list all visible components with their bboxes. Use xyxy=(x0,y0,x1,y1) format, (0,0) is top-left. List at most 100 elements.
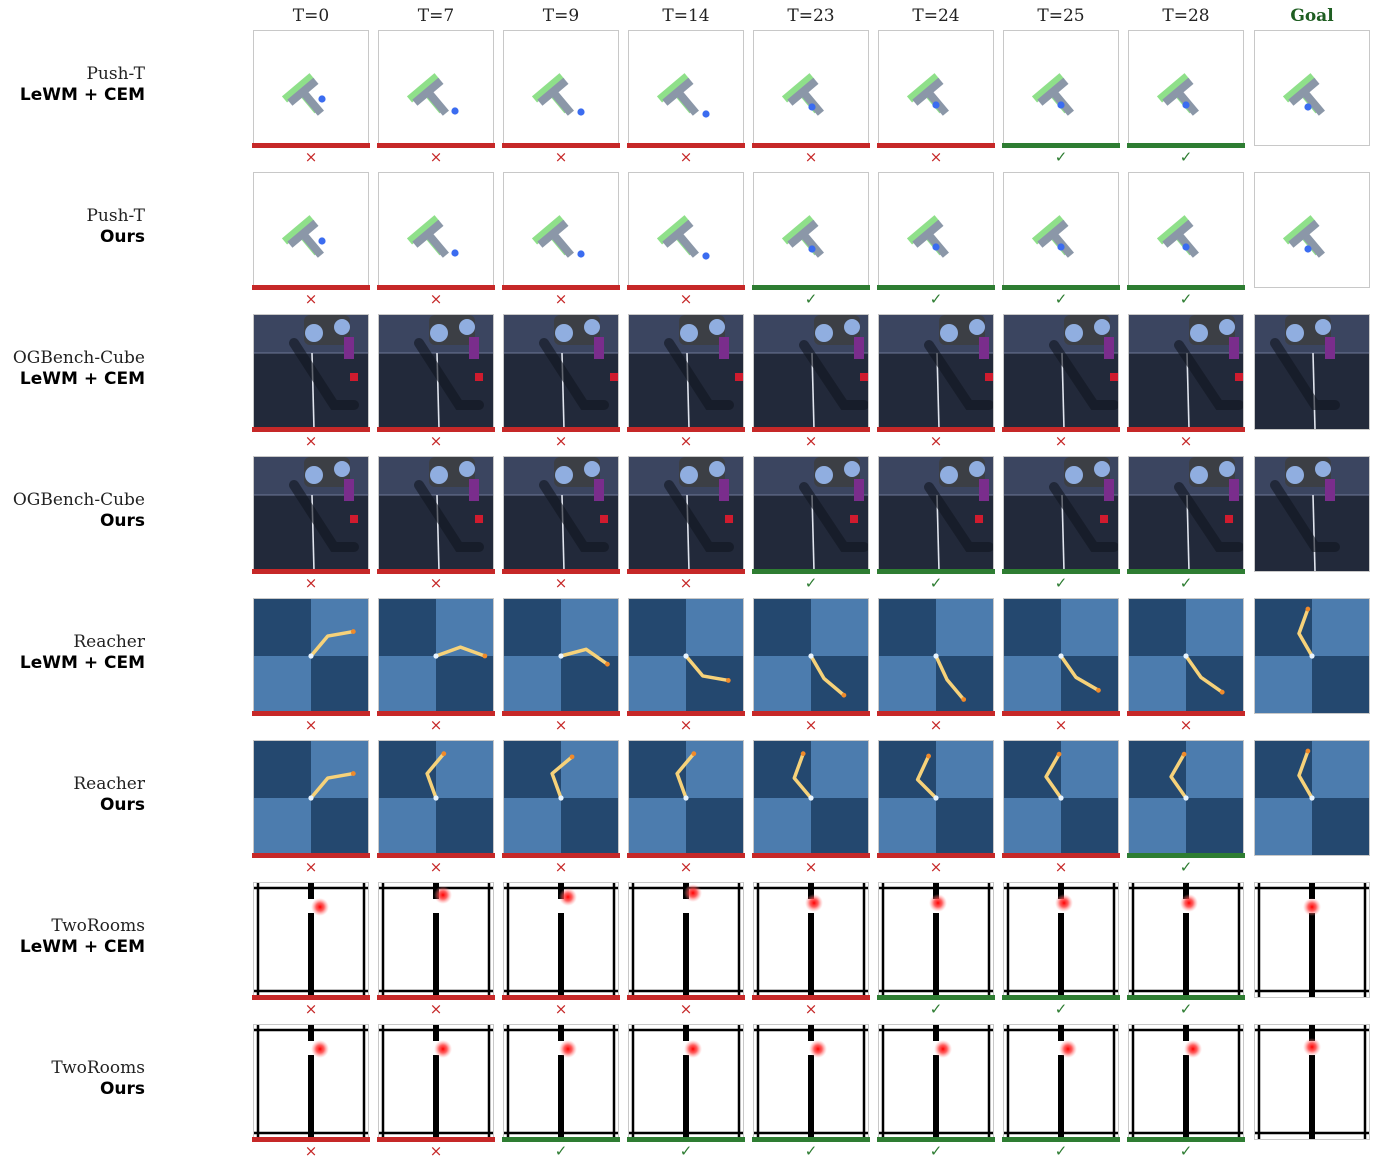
checkmark-icon: ✓ xyxy=(1179,1000,1193,1018)
failure-status-bar xyxy=(377,1137,495,1142)
cross-icon: × xyxy=(554,290,568,308)
method-name: Ours xyxy=(99,795,145,815)
success-status-bar xyxy=(1127,995,1245,1000)
pusht-frame-image xyxy=(1003,30,1119,146)
failure-status-bar xyxy=(627,711,745,716)
cube-frame-image xyxy=(253,456,369,572)
checkmark-icon: ✓ xyxy=(1054,1142,1068,1160)
failure-status-bar xyxy=(252,711,370,716)
goal-frame-cell xyxy=(1253,314,1371,460)
rollout-frame-cell: × xyxy=(252,30,370,176)
cross-icon: × xyxy=(554,574,568,592)
cross-icon: × xyxy=(804,716,818,734)
reacher-frame-image xyxy=(628,740,744,856)
cross-icon: × xyxy=(1054,858,1068,876)
failure-status-bar xyxy=(252,427,370,432)
environment-name: Push-T xyxy=(86,206,145,226)
reacher-frame-image xyxy=(503,598,619,714)
pusht-frame-image xyxy=(1003,172,1119,288)
checkmark-icon: ✓ xyxy=(679,1142,693,1160)
cross-icon: × xyxy=(304,432,318,450)
rollout-frame-cell: × xyxy=(252,882,370,1028)
cross-icon: × xyxy=(429,148,443,166)
tworooms-frame-image xyxy=(628,1024,744,1140)
rollout-frame-cell: × xyxy=(377,740,495,886)
pusht-frame-image xyxy=(753,30,869,146)
cross-icon: × xyxy=(929,432,943,450)
failure-status-bar xyxy=(252,995,370,1000)
tworooms-frame-image xyxy=(878,882,994,998)
tworooms-frame-image xyxy=(1254,1024,1370,1140)
rollout-frame-cell: ✓ xyxy=(1002,882,1120,1028)
rollout-frame-cell: ✓ xyxy=(1002,1024,1120,1170)
agent-dot xyxy=(318,95,326,103)
failure-status-bar xyxy=(1002,853,1120,858)
cross-icon: × xyxy=(679,148,693,166)
row-label: OGBench-Cube LeWM + CEM xyxy=(0,348,145,390)
success-status-bar xyxy=(752,285,870,290)
failure-status-bar xyxy=(502,853,620,858)
success-status-bar xyxy=(1127,285,1245,290)
cross-icon: × xyxy=(304,148,318,166)
cube-frame-image xyxy=(378,314,494,430)
rollout-frame-cell: × xyxy=(752,30,870,176)
success-status-bar xyxy=(1127,569,1245,574)
failure-status-bar xyxy=(752,711,870,716)
cube-frame-image xyxy=(378,456,494,572)
reacher-frame-image xyxy=(378,740,494,856)
cross-icon: × xyxy=(679,716,693,734)
cube-frame-image xyxy=(1128,456,1244,572)
failure-status-bar xyxy=(377,427,495,432)
rollout-frame-cell: × xyxy=(627,598,745,744)
agent-dot xyxy=(451,249,459,257)
goal-frame-cell xyxy=(1253,30,1371,176)
tworooms-frame-image xyxy=(753,1024,869,1140)
failure-status-bar xyxy=(1002,427,1120,432)
success-status-bar xyxy=(502,1137,620,1142)
tworooms-frame-image xyxy=(628,882,744,998)
checkmark-icon: ✓ xyxy=(1054,574,1068,592)
reacher-frame-image xyxy=(628,598,744,714)
rollout-frame-cell: ✓ xyxy=(877,172,995,318)
agent-dot xyxy=(1057,101,1065,109)
rollout-frame-cell: × xyxy=(252,314,370,460)
reacher-frame-image xyxy=(1128,598,1244,714)
cross-icon: × xyxy=(1054,716,1068,734)
rollout-frame-cell: × xyxy=(502,456,620,602)
agent-dot xyxy=(577,108,585,116)
agent-dot xyxy=(577,250,585,258)
failure-status-bar xyxy=(377,569,495,574)
rollout-frame-cell: ✓ xyxy=(752,172,870,318)
cube-frame-image xyxy=(878,314,994,430)
agent-dot xyxy=(702,110,710,118)
rollout-frame-cell: × xyxy=(377,598,495,744)
cube-frame-image xyxy=(253,314,369,430)
pusht-frame-image xyxy=(253,30,369,146)
tworooms-frame-image xyxy=(378,882,494,998)
checkmark-icon: ✓ xyxy=(554,1142,568,1160)
method-name: LeWM + CEM xyxy=(19,369,145,389)
cross-icon: × xyxy=(679,290,693,308)
tworooms-frame-image xyxy=(1128,1024,1244,1140)
environment-name: TwoRooms xyxy=(51,1058,145,1078)
success-status-bar xyxy=(1002,143,1120,148)
goal-frame-cell xyxy=(1253,882,1371,1028)
cross-icon: × xyxy=(429,716,443,734)
agent-dot xyxy=(702,252,710,260)
tworooms-frame-image xyxy=(1128,882,1244,998)
failure-status-bar xyxy=(877,427,995,432)
tworooms-frame-image xyxy=(253,882,369,998)
failure-status-bar xyxy=(377,995,495,1000)
pusht-frame-image xyxy=(253,172,369,288)
cross-icon: × xyxy=(304,1142,318,1160)
row-label: OGBench-Cube Ours xyxy=(0,490,145,532)
failure-status-bar xyxy=(752,143,870,148)
cross-icon: × xyxy=(554,432,568,450)
cube-frame-image xyxy=(1128,314,1244,430)
cube-frame-image xyxy=(1003,456,1119,572)
failure-status-bar xyxy=(377,853,495,858)
checkmark-icon: ✓ xyxy=(1179,1142,1193,1160)
cross-icon: × xyxy=(929,858,943,876)
failure-status-bar xyxy=(1127,711,1245,716)
success-status-bar xyxy=(1002,569,1120,574)
